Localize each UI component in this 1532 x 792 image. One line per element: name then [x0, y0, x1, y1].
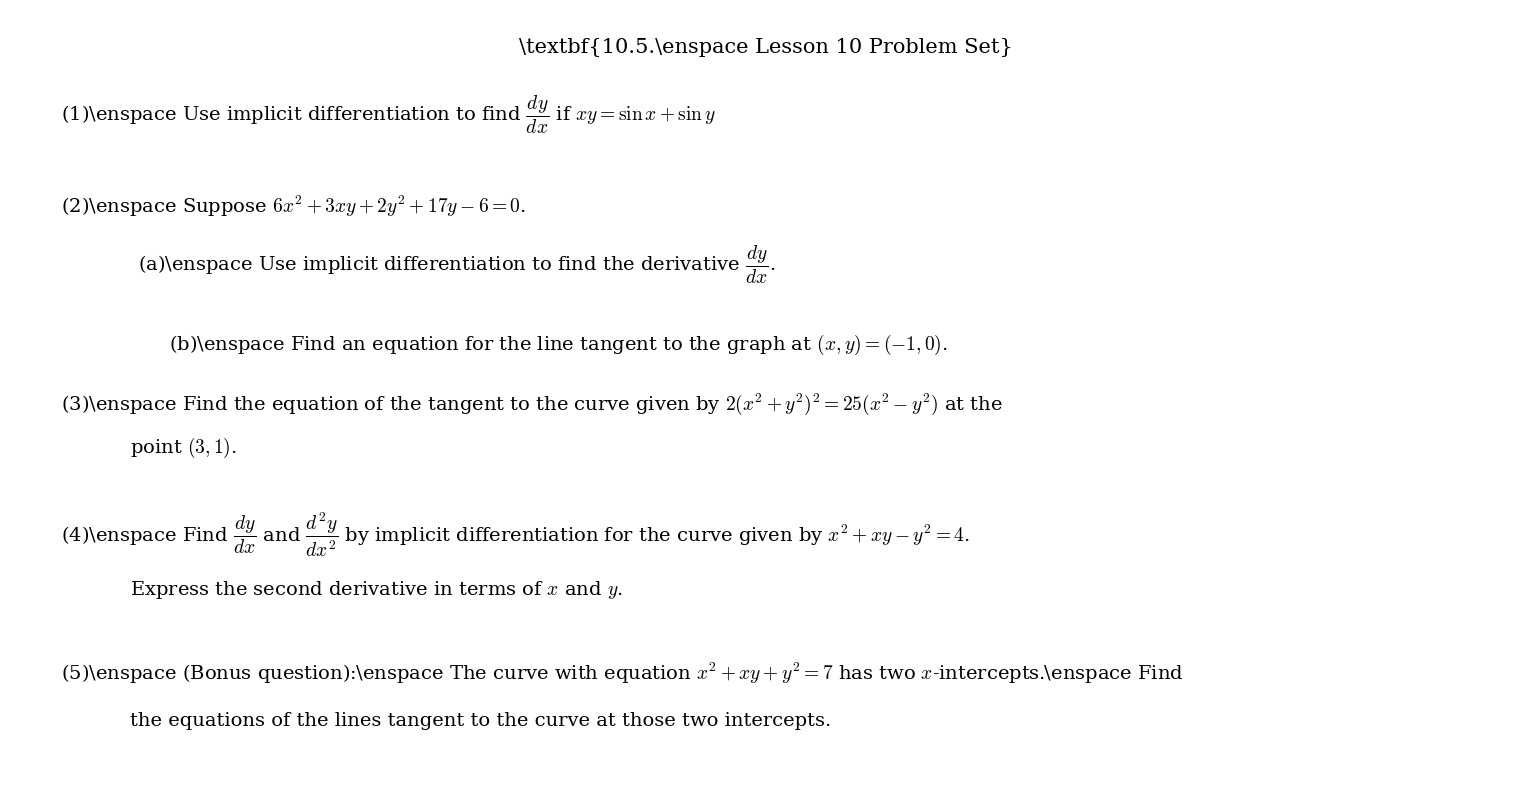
- Text: (1)\enspace Use implicit differentiation to find $\dfrac{dy}{dx}$ if $xy = \sin : (1)\enspace Use implicit differentiation…: [61, 93, 717, 136]
- Text: Express the second derivative in terms of $x$ and $y$.: Express the second derivative in terms o…: [130, 579, 624, 601]
- Text: (4)\enspace Find $\dfrac{dy}{dx}$ and $\dfrac{d^2y}{dx^2}$ by implicit different: (4)\enspace Find $\dfrac{dy}{dx}$ and $\…: [61, 510, 970, 559]
- Text: (3)\enspace Find the equation of the tangent to the curve given by $2(x^2 + y^2): (3)\enspace Find the equation of the tan…: [61, 391, 1003, 417]
- Text: the equations of the lines tangent to the curve at those two intercepts.: the equations of the lines tangent to th…: [130, 712, 832, 729]
- Text: \textbf{10.5.\enspace Lesson 10 Problem Set}: \textbf{10.5.\enspace Lesson 10 Problem …: [519, 38, 1013, 57]
- Text: (a)\enspace Use implicit differentiation to find the derivative $\dfrac{dy}{dx}$: (a)\enspace Use implicit differentiation…: [138, 244, 775, 287]
- Text: (5)\enspace (Bonus question):\enspace The curve with equation $x^2 + xy + y^2 = : (5)\enspace (Bonus question):\enspace Th…: [61, 661, 1184, 686]
- Text: (b)\enspace Find an equation for the line tangent to the graph at $(x, y) = (-1,: (b)\enspace Find an equation for the lin…: [169, 333, 947, 356]
- Text: (2)\enspace Suppose $6x^2 + 3xy + 2y^2 + 17y - 6 = 0$.: (2)\enspace Suppose $6x^2 + 3xy + 2y^2 +…: [61, 193, 527, 219]
- Text: point $(3, 1)$.: point $(3, 1)$.: [130, 436, 237, 459]
